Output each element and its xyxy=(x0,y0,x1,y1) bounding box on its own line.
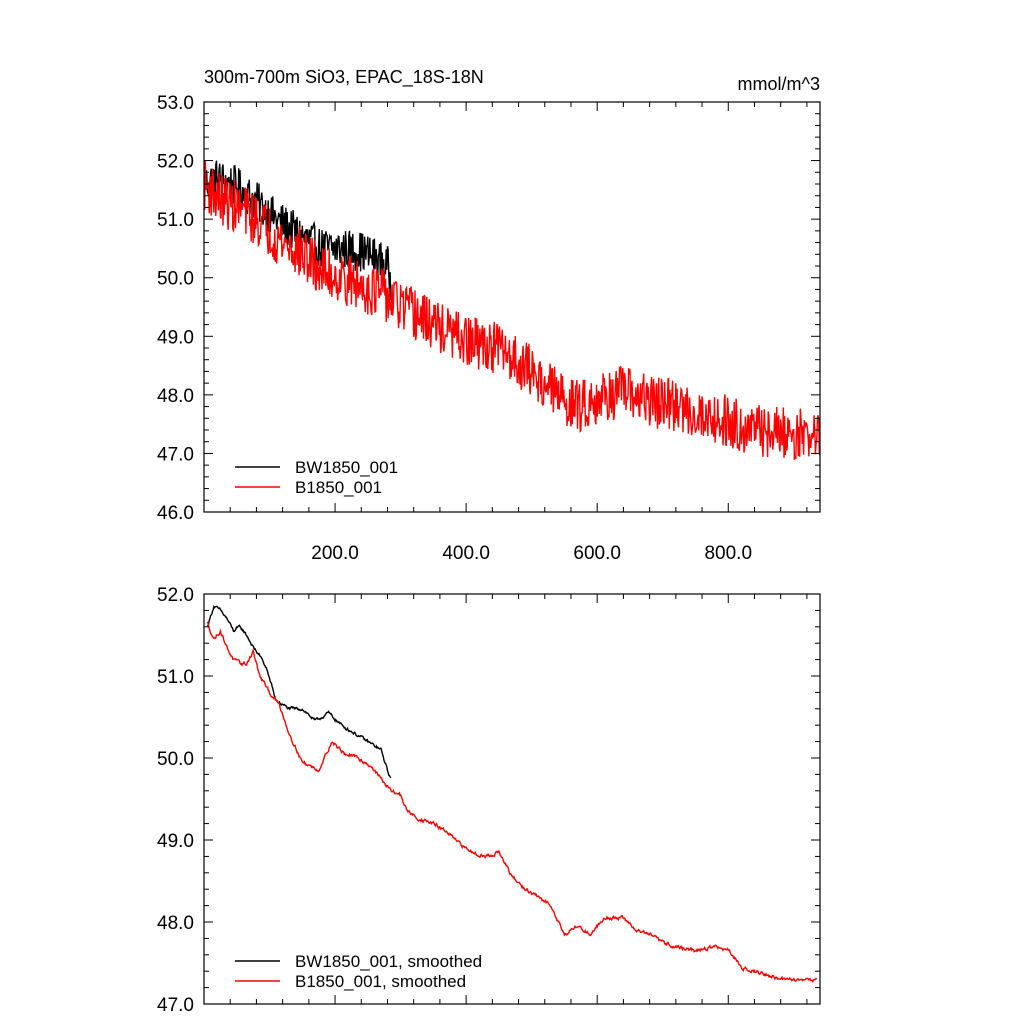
chart-title: 300m-700m SiO3, EPAC_18S-18N xyxy=(204,67,484,88)
x-tick-label: 400.0 xyxy=(442,543,490,564)
y-tick-label: 50.0 xyxy=(157,269,194,290)
y-tick-label: 46.0 xyxy=(157,503,194,524)
y-tick-label: 52.0 xyxy=(157,585,194,606)
y-tick-label: 47.0 xyxy=(157,444,194,465)
units-label: mmol/m^3 xyxy=(738,74,820,94)
y-tick-label: 51.0 xyxy=(157,667,194,688)
legend-label: BW1850_001 xyxy=(295,458,398,477)
y-tick-label: 49.0 xyxy=(157,831,194,852)
x-tick-label: 800.0 xyxy=(704,543,752,564)
y-tick-label: 47.0 xyxy=(157,995,194,1016)
series-line-black-panel1 xyxy=(204,160,392,301)
x-tick-label: 600.0 xyxy=(573,543,621,564)
x-tick-label: 200.0 xyxy=(311,543,359,564)
y-tick-label: 51.0 xyxy=(157,210,194,231)
y-tick-label: 48.0 xyxy=(157,386,194,407)
legend-label: B1850_001, smoothed xyxy=(295,972,466,991)
y-tick-label: 53.0 xyxy=(157,93,194,114)
series-line-red-panel1 xyxy=(204,160,820,460)
y-tick-label: 48.0 xyxy=(157,913,194,934)
legend-label: BW1850_001, smoothed xyxy=(295,952,482,971)
series-line-red-panel2 xyxy=(206,621,818,983)
legend-label: B1850_001 xyxy=(295,478,382,497)
y-tick-label: 50.0 xyxy=(157,749,194,770)
plot-frame xyxy=(203,593,821,1005)
y-tick-label: 49.0 xyxy=(157,327,194,348)
bottom-panel: 47.0 48.0 49.0 50.0 51.0 52.0 BW1850_001, smoo… xyxy=(157,585,821,1016)
plot-frame xyxy=(203,101,821,513)
series-line-black-panel2 xyxy=(206,604,392,779)
y-tick-label: 52.0 xyxy=(157,152,194,173)
top-panel: 46.0 47.0 48.0 49.0 50.0 51.0 52.0 53.0 200.0 400… xyxy=(157,67,821,564)
